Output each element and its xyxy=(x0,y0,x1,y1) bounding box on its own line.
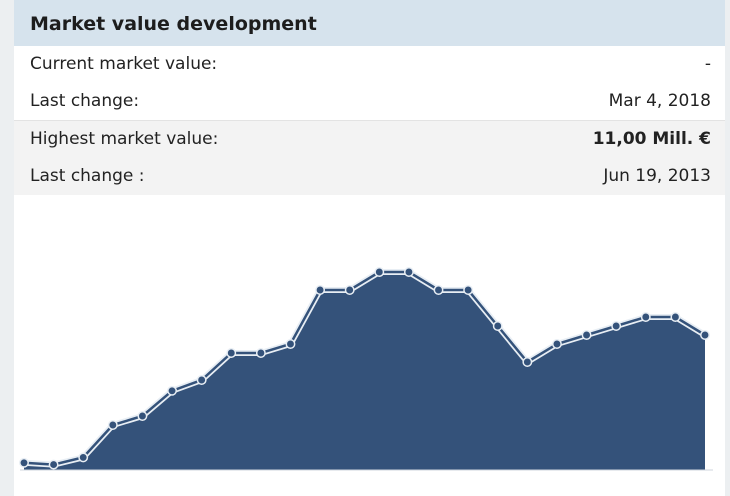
point xyxy=(433,285,444,295)
point xyxy=(107,420,118,430)
row: Last change : Jun 19, 2013 xyxy=(14,158,725,195)
panel-title: Market value development xyxy=(14,0,725,46)
row-label: Highest market value: xyxy=(30,129,219,149)
point xyxy=(167,385,177,396)
row-label: Last change: xyxy=(30,91,140,111)
point xyxy=(285,339,296,349)
point xyxy=(670,312,681,322)
point xyxy=(552,339,562,349)
area xyxy=(24,272,705,470)
line xyxy=(23,270,706,466)
row: Current market value: - xyxy=(14,46,725,83)
point xyxy=(492,321,503,331)
point xyxy=(522,357,533,367)
panel: Market value development Current market … xyxy=(14,0,725,496)
point xyxy=(19,457,29,468)
point xyxy=(700,330,710,340)
point xyxy=(374,267,385,277)
point xyxy=(255,348,266,358)
point xyxy=(137,411,148,421)
chart xyxy=(19,267,713,471)
row: Highest market value: 11,00 Mill. € xyxy=(14,120,725,158)
row-value: Jun 19, 2013 xyxy=(603,166,711,186)
point xyxy=(196,375,207,385)
point xyxy=(403,267,414,277)
point xyxy=(463,285,474,295)
point xyxy=(48,459,59,470)
row: Last change: Mar 4, 2018 xyxy=(14,83,725,120)
point xyxy=(315,285,326,295)
point xyxy=(640,312,651,322)
point xyxy=(611,321,622,331)
point xyxy=(226,348,237,358)
row-label: Current market value: xyxy=(30,54,218,74)
point xyxy=(344,285,355,295)
row-value: 11,00 Mill. € xyxy=(592,129,711,149)
row-value: - xyxy=(704,54,711,74)
point xyxy=(581,330,592,340)
row-label: Last change : xyxy=(30,166,145,186)
row-value: Mar 4, 2018 xyxy=(608,91,711,111)
point xyxy=(78,452,89,463)
